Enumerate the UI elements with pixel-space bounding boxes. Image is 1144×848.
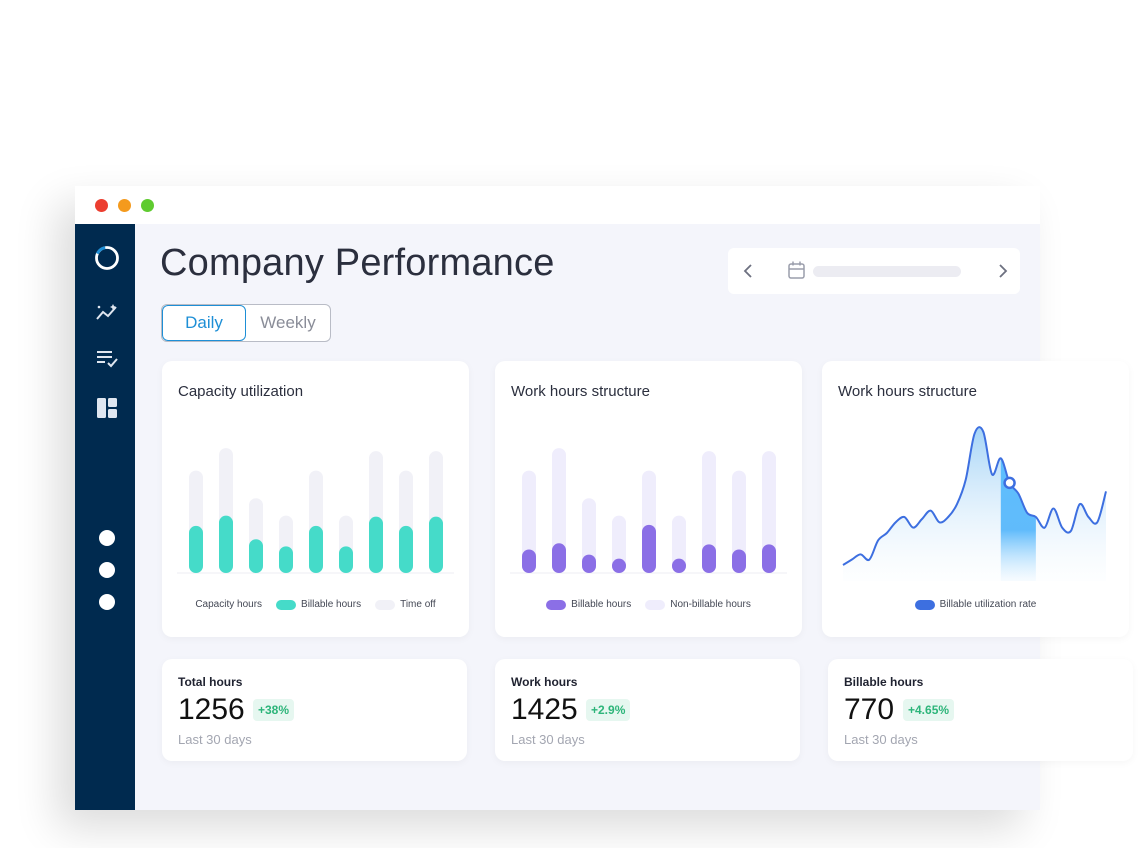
maximize-window-button[interactable] bbox=[141, 199, 154, 212]
bar-non-billable-hours[interactable] bbox=[702, 451, 716, 573]
analytics-icon[interactable] bbox=[93, 299, 121, 327]
bar-non-billable-hours[interactable] bbox=[762, 451, 776, 573]
bar-billable-hours[interactable] bbox=[189, 525, 203, 573]
bar-billable-hours[interactable] bbox=[762, 544, 776, 573]
utilization-rate-chart bbox=[842, 411, 1107, 581]
legend-item: Billable hours bbox=[276, 599, 361, 610]
chart-legend: Billable hours Non-billable hours bbox=[495, 599, 802, 610]
card-title: Capacity utilization bbox=[178, 383, 304, 400]
stat-period: Last 30 days bbox=[844, 732, 918, 747]
bar-billable-hours[interactable] bbox=[369, 516, 383, 573]
date-navigator bbox=[728, 248, 1020, 294]
bar-billable-hours[interactable] bbox=[582, 554, 596, 573]
page-title: Company Performance bbox=[160, 242, 555, 284]
legend-label: Non-billable hours bbox=[670, 599, 751, 610]
bar-billable-hours[interactable] bbox=[249, 539, 263, 573]
stat-value: 1256 bbox=[178, 693, 245, 726]
legend-swatch bbox=[546, 599, 567, 610]
title-bar bbox=[75, 186, 1040, 224]
logo-ring-icon[interactable] bbox=[93, 244, 121, 272]
stat-card-total-hours: Total hours 1256 +38% Last 30 days bbox=[162, 659, 467, 761]
capacity-utilization-card: Capacity utilization Capacity hours Bill… bbox=[162, 361, 469, 637]
date-range-field[interactable] bbox=[813, 266, 961, 277]
stat-period: Last 30 days bbox=[178, 732, 252, 747]
chevron-right-icon[interactable] bbox=[999, 264, 1008, 278]
sidebar-dot-1[interactable] bbox=[99, 530, 115, 546]
bar-non-billable-hours[interactable] bbox=[612, 515, 626, 573]
bar-billable-hours[interactable] bbox=[399, 525, 413, 573]
bar-non-billable-hours[interactable] bbox=[582, 498, 596, 573]
bar-billable-hours[interactable] bbox=[429, 516, 443, 573]
stat-value: 1425 bbox=[511, 693, 578, 726]
stat-period: Last 30 days bbox=[511, 732, 585, 747]
utilization-rate-card: Work hours structure Billable utilizatio… bbox=[822, 361, 1129, 637]
structure-chart bbox=[510, 448, 787, 574]
bar-non-billable-hours[interactable] bbox=[672, 515, 686, 573]
legend-swatch bbox=[375, 599, 396, 610]
chevron-left-icon[interactable] bbox=[743, 264, 752, 278]
legend-item: Time off bbox=[375, 599, 436, 610]
chart-legend: Billable utilization rate bbox=[822, 599, 1129, 610]
legend-item: Billable utilization rate bbox=[914, 599, 1037, 610]
calendar-icon[interactable] bbox=[788, 261, 805, 279]
highlight-band[interactable] bbox=[1000, 411, 1036, 581]
bar-billable-hours[interactable] bbox=[552, 543, 566, 573]
stat-label: Billable hours bbox=[844, 675, 924, 689]
period-tabs: Daily Weekly bbox=[161, 304, 331, 342]
bar-billable-hours[interactable] bbox=[672, 558, 686, 573]
legend-label: Billable utilization rate bbox=[939, 599, 1037, 610]
legend-label: Billable hours bbox=[301, 599, 362, 610]
stat-change-badge: +2.9% bbox=[586, 699, 631, 721]
card-title: Work hours structure bbox=[838, 383, 977, 400]
chart-legend: Capacity hours Billable hours Time off bbox=[162, 599, 469, 610]
bar-billable-hours[interactable] bbox=[612, 558, 626, 573]
card-title: Work hours structure bbox=[511, 383, 650, 400]
bar-non-billable-hours[interactable] bbox=[522, 470, 536, 573]
stat-label: Total hours bbox=[178, 675, 243, 689]
bar-non-billable-hours[interactable] bbox=[732, 470, 746, 573]
work-hours-structure-card: Work hours structure Billable hours Non-… bbox=[495, 361, 802, 637]
legend-item: Capacity hours bbox=[195, 599, 262, 610]
minimize-window-button[interactable] bbox=[118, 199, 131, 212]
bar-billable-hours[interactable] bbox=[279, 546, 293, 573]
sidebar-dot-2[interactable] bbox=[99, 562, 115, 578]
highlight-point[interactable] bbox=[1003, 476, 1016, 490]
legend-swatch bbox=[914, 599, 935, 610]
bar-billable-hours[interactable] bbox=[309, 525, 323, 573]
checklist-icon[interactable] bbox=[93, 345, 121, 373]
bar-billable-hours[interactable] bbox=[642, 524, 656, 573]
bar-non-billable-hours[interactable] bbox=[552, 448, 566, 573]
legend-label: Billable hours bbox=[571, 599, 632, 610]
sidebar-dot-3[interactable] bbox=[99, 594, 115, 610]
bar-billable-hours[interactable] bbox=[339, 546, 353, 573]
legend-item: Billable hours bbox=[546, 599, 631, 610]
stat-value: 770 bbox=[844, 693, 895, 726]
bar-billable-hours[interactable] bbox=[219, 515, 233, 573]
legend-label: Capacity hours bbox=[195, 599, 263, 610]
tab-daily[interactable]: Daily bbox=[162, 305, 246, 341]
legend-swatch bbox=[276, 599, 297, 610]
bar-billable-hours[interactable] bbox=[732, 549, 746, 573]
stat-change-badge: +38% bbox=[253, 699, 295, 721]
series-line-billable-utilization-rate[interactable] bbox=[842, 426, 1107, 566]
area-fill bbox=[843, 427, 1106, 581]
bar-billable-hours[interactable] bbox=[522, 549, 536, 573]
dashboard-icon[interactable] bbox=[93, 394, 121, 422]
stat-label: Work hours bbox=[511, 675, 578, 689]
stat-card-billable-hours: Billable hours 770 +4.65% Last 30 days bbox=[828, 659, 1133, 761]
app-window: Company Performance Daily Weekly Capacit… bbox=[75, 186, 1133, 810]
legend-swatch bbox=[645, 599, 666, 610]
stat-card-work-hours: Work hours 1425 +2.9% Last 30 days bbox=[495, 659, 800, 761]
legend-item: Non-billable hours bbox=[645, 599, 751, 610]
sidebar bbox=[75, 224, 135, 810]
bar-billable-hours[interactable] bbox=[702, 544, 716, 573]
capacity-chart bbox=[177, 448, 454, 574]
close-window-button[interactable] bbox=[95, 199, 108, 212]
stat-change-badge: +4.65% bbox=[903, 699, 955, 721]
tab-weekly[interactable]: Weekly bbox=[260, 313, 316, 332]
legend-label: Time off bbox=[400, 599, 436, 610]
